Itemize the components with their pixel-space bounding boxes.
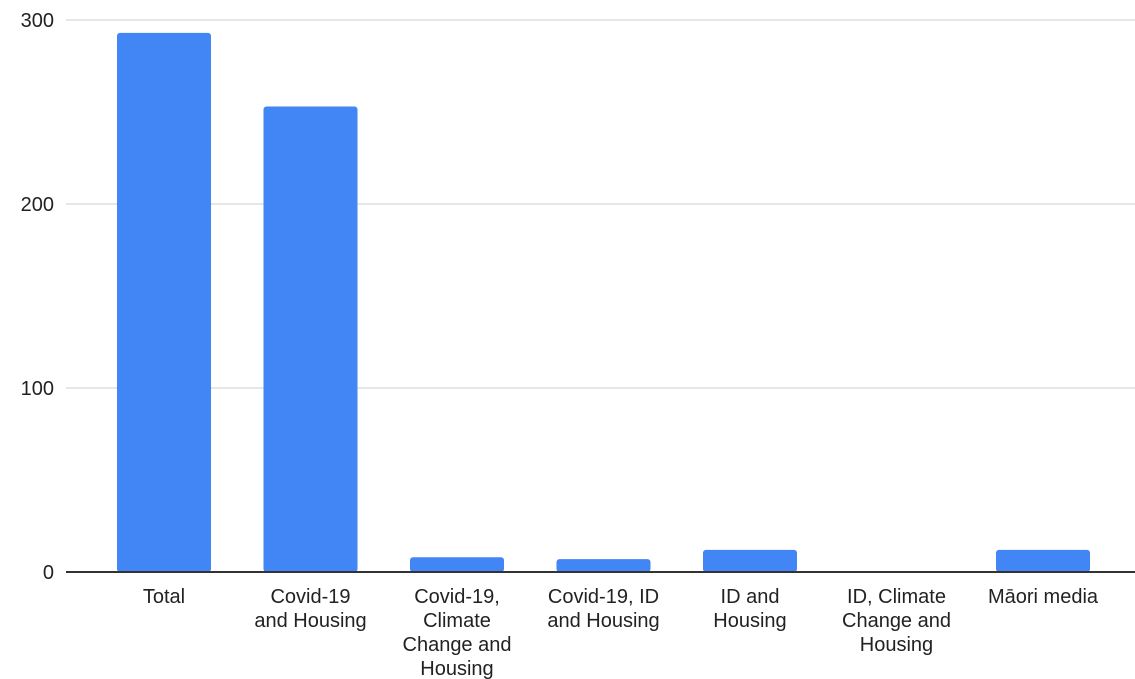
x-category-label: ID, Climate Change and Housing: [842, 586, 951, 656]
bar: [996, 549, 1090, 572]
x-category-label: Covid-19, Climate Change and Housing: [403, 586, 512, 679]
bar: [556, 559, 651, 572]
gridlines: [66, 19, 1135, 389]
x-axis-category-labels: Total Covid-19 and Housing Covid-19, Climate…: [143, 586, 1099, 679]
bar: [703, 549, 797, 572]
y-tick-label: 100: [21, 378, 54, 400]
x-category-label: ID and Housing: [713, 586, 786, 632]
y-tick-label: 300: [21, 10, 54, 32]
x-category-label: Covid-19, ID and Housing: [547, 586, 659, 632]
x-category-label: Covid-19 and Housing: [254, 586, 366, 632]
bar: [410, 557, 504, 572]
x-category-label: Total: [143, 586, 185, 608]
x-category-label: Māori media: [988, 586, 1099, 608]
y-tick-label: 0: [43, 562, 54, 584]
bars: [117, 32, 1090, 572]
bar: [117, 32, 211, 572]
y-axis-tick-labels: 0 100 200 300: [21, 10, 54, 584]
y-tick-label: 200: [21, 194, 54, 216]
bar: [263, 106, 358, 572]
